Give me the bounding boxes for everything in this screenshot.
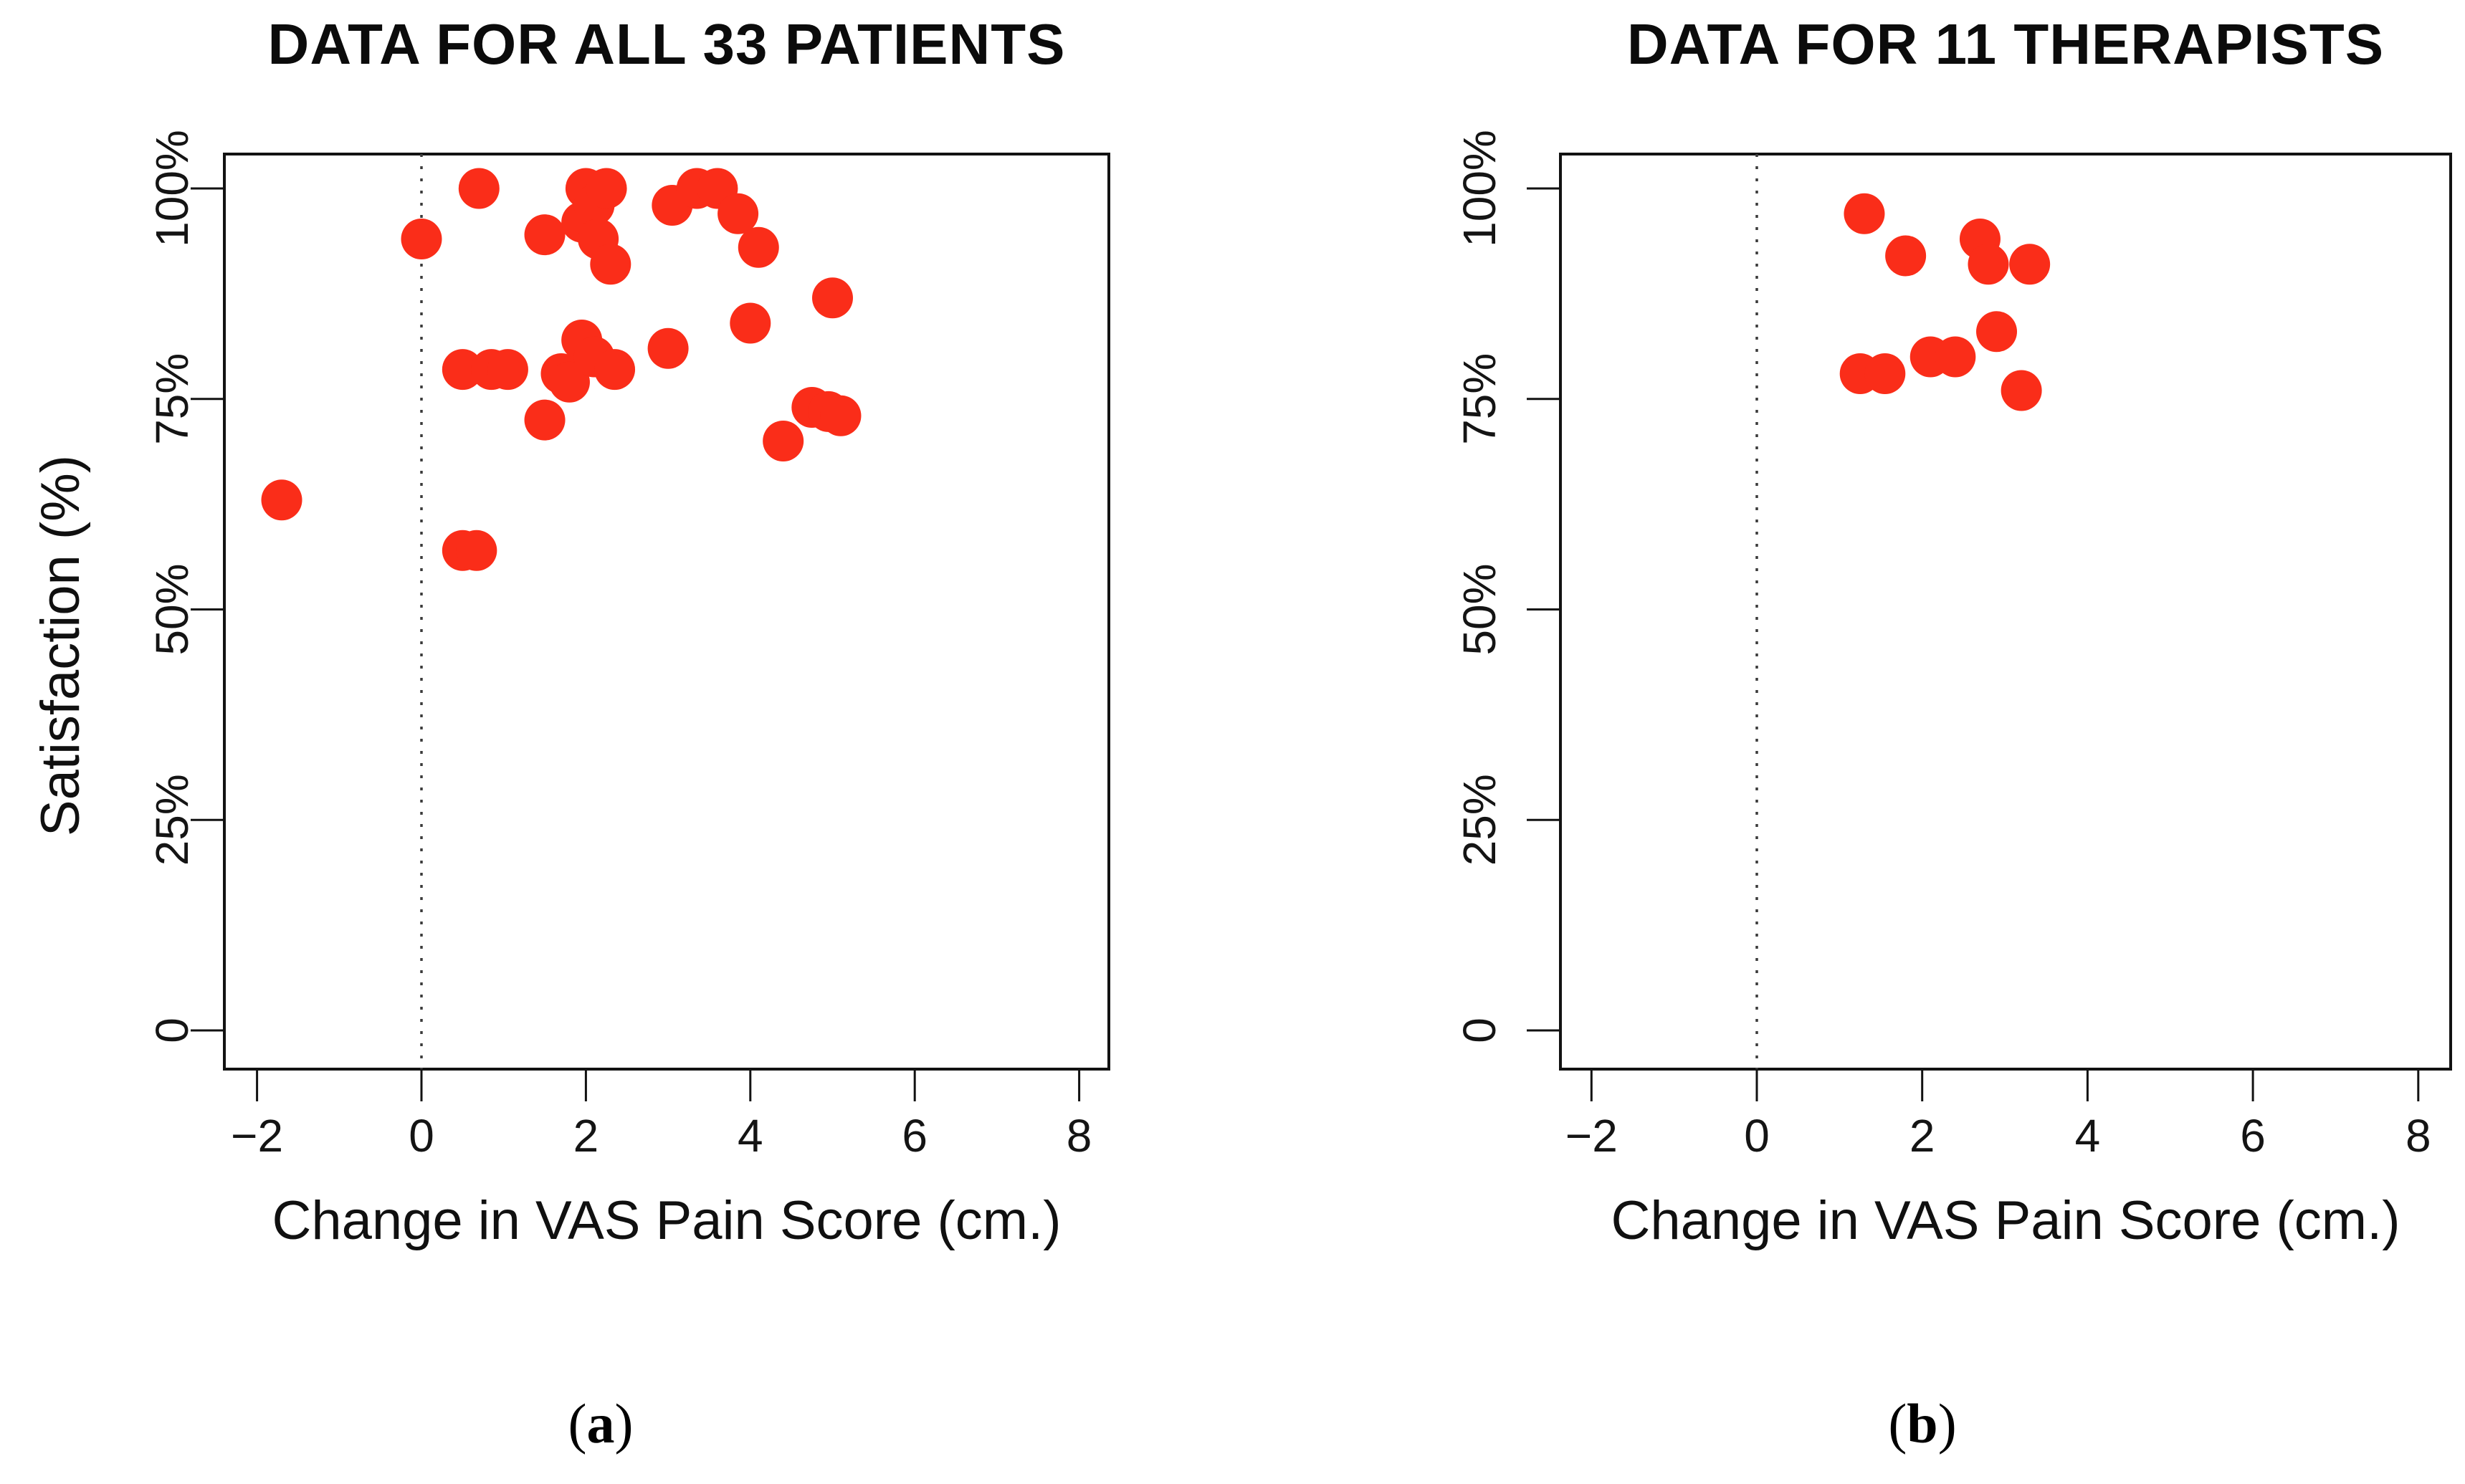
left-data-point [763, 421, 804, 461]
left-data-point [586, 168, 627, 209]
right-data-point [2009, 244, 2051, 285]
left-data-point [524, 214, 566, 256]
left-data-point [812, 277, 853, 319]
left-data-point [820, 395, 862, 436]
caption-a-letter: a [586, 1392, 615, 1455]
left-y-tick-label: 25% [146, 774, 198, 866]
right-data-point [1864, 353, 1906, 394]
left-x-tick-label: 4 [738, 1110, 763, 1162]
right-x-tick-label: 2 [1909, 1110, 1935, 1162]
right-x-tick-label: 8 [2406, 1110, 2431, 1162]
left-panel-caption: (a) [242, 1392, 959, 1456]
right-data-point [1844, 193, 1885, 234]
right-panel-title: DATA FOR 11 THERAPISTS [1626, 12, 2385, 76]
right-y-tick-label: 50% [1454, 563, 1505, 655]
right-y-tick-label: 25% [1454, 774, 1505, 866]
right-x-axis-title: Change in VAS Pain Score (cm.) [1611, 1190, 2400, 1251]
left-x-tick-label: 6 [902, 1110, 928, 1162]
left-data-point [717, 193, 759, 234]
left-data-point [647, 327, 689, 369]
right-plot-box [1559, 153, 2452, 1071]
left-x-tick-label: 8 [1067, 1110, 1092, 1162]
left-data-point [442, 349, 483, 391]
left-data-point [456, 530, 497, 571]
caption-b-open-paren: ( [1888, 1392, 1907, 1455]
right-panel-caption: (b) [1564, 1392, 2281, 1456]
left-plot-box [223, 153, 1110, 1071]
right-data-point [1935, 336, 1976, 378]
left-x-tick-label: 2 [573, 1110, 599, 1162]
right-x-tick-label: 0 [1744, 1110, 1770, 1162]
left-data-point [594, 349, 636, 391]
left-x-tick-label: 0 [409, 1110, 434, 1162]
left-y-axis-title: Satisfaction (%) [30, 454, 91, 837]
left-x-tick-label: −2 [231, 1110, 283, 1162]
caption-a-close-paren: ) [614, 1392, 634, 1455]
left-data-point [548, 361, 590, 403]
left-data-point [401, 219, 442, 259]
caption-a-open-paren: ( [568, 1392, 587, 1455]
right-y-tick-label: 75% [1454, 353, 1505, 445]
right-data-point [1976, 311, 2018, 353]
left-data-point [458, 168, 500, 209]
right-y-tick-label: 0 [1454, 1018, 1505, 1043]
right-x-tick-label: 6 [2240, 1110, 2266, 1162]
left-data-point [738, 226, 779, 268]
left-x-axis-title: Change in VAS Pain Score (cm.) [272, 1190, 1062, 1251]
left-data-point [261, 479, 302, 521]
left-data-point [730, 302, 771, 344]
right-data-point [1885, 235, 1927, 277]
left-data-point [590, 244, 631, 285]
left-y-tick-label: 75% [146, 353, 198, 445]
left-data-point [524, 399, 566, 441]
right-data-point [1968, 244, 2009, 285]
right-data-point [2001, 370, 2042, 411]
left-y-tick-label: 0 [146, 1018, 198, 1043]
left-panel-title: DATA FOR ALL 33 PATIENTS [267, 12, 1066, 76]
right-x-tick-label: 4 [2075, 1110, 2101, 1162]
caption-b-letter: b [1907, 1392, 1938, 1455]
left-y-tick-label: 100% [146, 130, 198, 247]
left-y-tick-label: 50% [146, 563, 198, 655]
right-y-tick-label: 100% [1454, 130, 1505, 247]
left-data-point [487, 349, 528, 391]
caption-b-close-paren: ) [1937, 1392, 1957, 1455]
right-x-tick-label: −2 [1565, 1110, 1618, 1162]
